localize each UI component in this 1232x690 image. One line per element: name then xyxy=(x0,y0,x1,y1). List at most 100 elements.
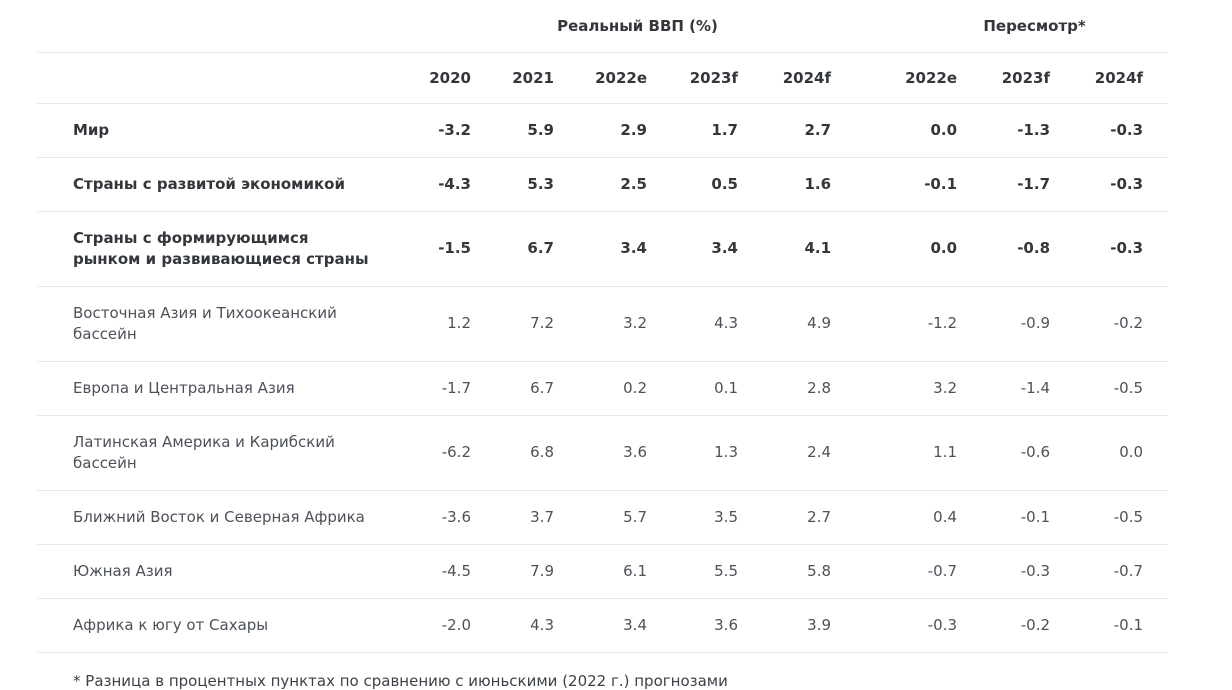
column-header-rev-2024f: 2024f xyxy=(1050,52,1144,104)
column-gap xyxy=(831,211,865,287)
gdp-value: 4.1 xyxy=(738,211,832,287)
group-header-empty xyxy=(37,0,388,53)
column-header-rev-2022e: 2022e xyxy=(864,52,958,104)
table-row: Ближний Восток и Северная Африка -3.6 3.7 5… xyxy=(37,490,1169,545)
revision-value: -0.5 xyxy=(1050,361,1144,416)
column-header-rev-2023f: 2023f xyxy=(957,52,1051,104)
gdp-value: 3.4 xyxy=(647,211,738,287)
row-end-pad xyxy=(1143,0,1169,53)
table-row: Южная Азия -4.5 7.9 6.1 5.5 5.8 -0.7 -0.3 -0.7 xyxy=(37,544,1169,599)
gdp-value: 3.5 xyxy=(647,490,738,545)
gdp-value: 1.3 xyxy=(647,415,738,491)
gdp-value: 1.2 xyxy=(388,286,471,362)
revision-value: -0.2 xyxy=(957,598,1051,653)
gdp-value: 3.6 xyxy=(554,415,647,491)
row-label: Латинская Америка и Карибский бассейн xyxy=(37,415,388,491)
gdp-value: 3.7 xyxy=(471,490,554,545)
column-gap xyxy=(831,415,865,491)
gdp-value: 1.6 xyxy=(738,157,832,212)
gdp-value: 7.9 xyxy=(471,544,554,599)
gdp-value: 0.5 xyxy=(647,157,738,212)
revision-value: -0.3 xyxy=(864,598,958,653)
gdp-value: 7.2 xyxy=(471,286,554,362)
row-end-pad xyxy=(1143,103,1169,158)
gdp-value: -1.5 xyxy=(388,211,471,287)
row-end-pad xyxy=(1143,52,1169,104)
gdp-value: -3.6 xyxy=(388,490,471,545)
gdp-value: 1.7 xyxy=(647,103,738,158)
gdp-value: 3.6 xyxy=(647,598,738,653)
row-end-pad xyxy=(1143,361,1169,416)
revision-value: 0.0 xyxy=(864,103,958,158)
column-header-empty xyxy=(37,52,388,104)
gdp-value: 3.4 xyxy=(554,211,647,287)
revision-value: -0.3 xyxy=(1050,103,1144,158)
revision-value: -1.7 xyxy=(957,157,1051,212)
group-header-revision: Пересмотр* xyxy=(864,0,1144,53)
group-header-real-gdp: Реальный ВВП (%) xyxy=(388,0,832,53)
gdp-value: 4.3 xyxy=(471,598,554,653)
column-gap xyxy=(831,361,865,416)
column-header-2022e: 2022e xyxy=(554,52,647,104)
row-end-pad xyxy=(1143,415,1169,491)
gdp-value: 5.5 xyxy=(647,544,738,599)
column-header-2024f: 2024f xyxy=(738,52,832,104)
revision-value: -0.1 xyxy=(1050,598,1144,653)
table-row: Восточная Азия и Тихоокеанский бассейн 1.… xyxy=(37,286,1169,362)
revision-value: -1.4 xyxy=(957,361,1051,416)
gdp-value: -6.2 xyxy=(388,415,471,491)
table-row: Страны с формирующимся рынком и развиваю… xyxy=(37,211,1169,287)
revision-value: 1.1 xyxy=(864,415,958,491)
column-gap xyxy=(831,157,865,212)
row-end-pad xyxy=(1143,598,1169,653)
revision-value: 3.2 xyxy=(864,361,958,416)
gdp-value: 5.8 xyxy=(738,544,832,599)
column-gap xyxy=(831,544,865,599)
row-label: Страны с развитой экономикой xyxy=(37,157,388,212)
revision-value: -0.5 xyxy=(1050,490,1144,545)
row-label: Африка к югу от Сахары xyxy=(37,598,388,653)
gdp-value: 6.8 xyxy=(471,415,554,491)
gdp-value: 2.5 xyxy=(554,157,647,212)
row-end-pad xyxy=(1143,157,1169,212)
revision-value: 0.0 xyxy=(1050,415,1144,491)
row-label: Южная Азия xyxy=(37,544,388,599)
gdp-value: 4.3 xyxy=(647,286,738,362)
column-header-2023f: 2023f xyxy=(647,52,738,104)
revision-value: 0.0 xyxy=(864,211,958,287)
column-gap xyxy=(831,52,865,104)
gdp-value: 4.9 xyxy=(738,286,832,362)
revision-value: 0.4 xyxy=(864,490,958,545)
table-footnote: * Разница в процентных пунктах по сравне… xyxy=(73,671,728,690)
revision-value: -0.8 xyxy=(957,211,1051,287)
table-row: Африка к югу от Сахары -2.0 4.3 3.4 3.6 3.9 -0… xyxy=(37,598,1169,653)
revision-value: -0.1 xyxy=(957,490,1051,545)
revision-value: -0.7 xyxy=(1050,544,1144,599)
row-end-pad xyxy=(1143,211,1169,287)
gdp-value: 5.7 xyxy=(554,490,647,545)
row-label: Мир xyxy=(37,103,388,158)
gdp-value: 6.1 xyxy=(554,544,647,599)
group-header-row: Реальный ВВП (%) Пересмотр* xyxy=(37,0,1169,53)
row-end-pad xyxy=(1143,544,1169,599)
column-header-2020: 2020 xyxy=(388,52,471,104)
revision-value: -0.1 xyxy=(864,157,958,212)
revision-value: -0.6 xyxy=(957,415,1051,491)
gdp-value: 3.9 xyxy=(738,598,832,653)
gdp-value: -4.5 xyxy=(388,544,471,599)
gdp-value: 3.2 xyxy=(554,286,647,362)
gdp-value: -3.2 xyxy=(388,103,471,158)
gdp-value: 2.7 xyxy=(738,103,832,158)
column-gap xyxy=(831,598,865,653)
row-end-pad xyxy=(1143,490,1169,545)
column-header-row: 2020 2021 2022e 2023f 2024f 2022e 2023f … xyxy=(37,52,1169,104)
table-row: Латинская Америка и Карибский бассейн -6.… xyxy=(37,415,1169,491)
table-row: Европа и Центральная Азия -1.7 6.7 0.2 0.1 2.… xyxy=(37,361,1169,416)
gdp-value: 5.3 xyxy=(471,157,554,212)
revision-value: -0.3 xyxy=(957,544,1051,599)
revision-value: -0.3 xyxy=(1050,211,1144,287)
table-row: Мир -3.2 5.9 2.9 1.7 2.7 0.0 -1.3 -0.3 xyxy=(37,103,1169,158)
gdp-forecast-table: Реальный ВВП (%) Пересмотр* 2020 2021 20… xyxy=(37,0,1169,653)
revision-value: -0.3 xyxy=(1050,157,1144,212)
